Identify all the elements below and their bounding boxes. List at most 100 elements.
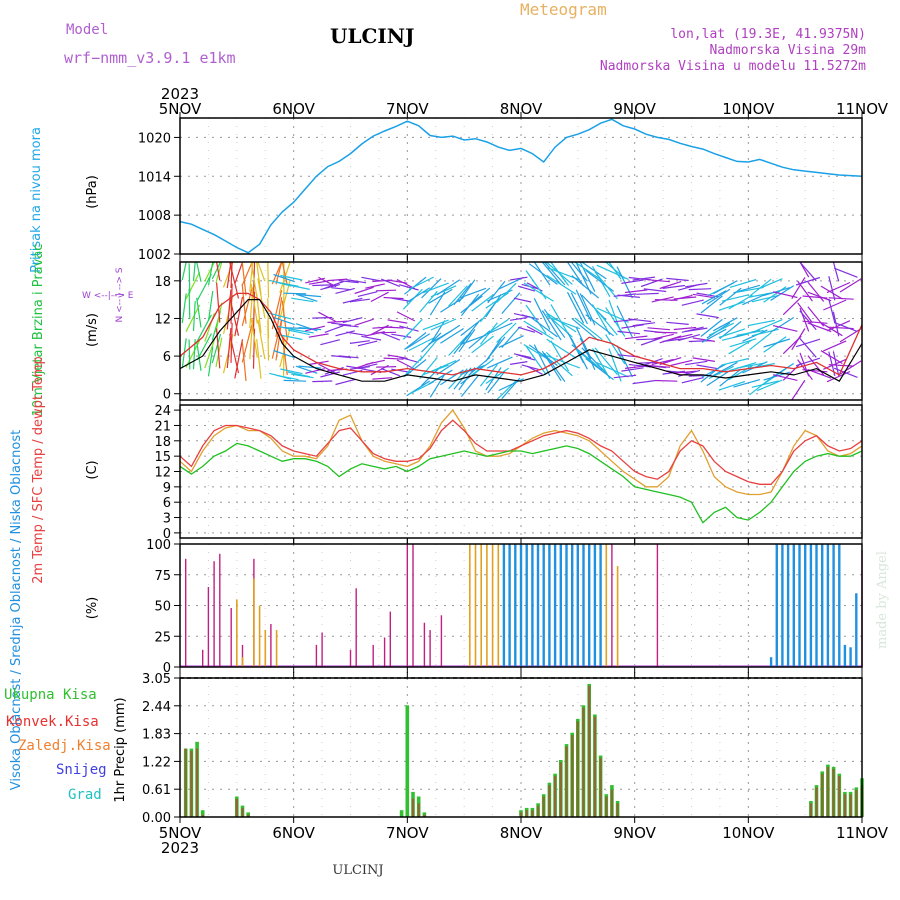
wind-vector: [396, 311, 416, 322]
pressure-ytick-label: 1002: [138, 248, 171, 263]
wind-vector: [342, 317, 363, 324]
wind-vector: [570, 292, 588, 325]
precip-conv-bar: [542, 796, 545, 817]
wind-vector: [807, 281, 825, 302]
precip-conv-bar: [195, 748, 199, 817]
wind-vector: [196, 341, 202, 371]
wind-vector: [685, 360, 708, 366]
top-day-label: 6NOV: [272, 100, 315, 118]
wind-vector: [234, 261, 244, 284]
wind-vector: [458, 279, 476, 303]
wind-vector: [729, 278, 757, 288]
wind-vector: [632, 276, 655, 281]
wind-vector: [772, 325, 798, 332]
wind-vector: [267, 320, 270, 361]
wind-vector: [833, 367, 858, 378]
wind-vector: [510, 316, 528, 321]
wind-vector: [832, 261, 840, 282]
wind-vector: [275, 297, 283, 337]
wind-vector: [654, 331, 678, 334]
wind-vector: [721, 294, 749, 302]
wind-vector: [320, 371, 340, 378]
wind-vector: [273, 273, 295, 283]
precip-conv-bar: [531, 810, 534, 817]
wind-vector: [807, 291, 832, 302]
wind-vector: [749, 332, 772, 351]
wind-vector: [581, 261, 607, 280]
wind-vector: [354, 286, 374, 295]
pressure-ytick-label: 1014: [138, 170, 171, 185]
wind-vector: [448, 335, 468, 357]
wind-vector: [706, 288, 731, 305]
wind-vector: [422, 282, 449, 294]
wind-vector: [185, 304, 201, 332]
precip-conv-bar: [235, 798, 238, 817]
wind-vector: [280, 368, 303, 375]
wind-vector: [428, 369, 453, 385]
wind-vector: [211, 261, 222, 280]
wind-vector: [380, 332, 401, 341]
wind-vector: [594, 271, 618, 300]
wind-vector: [188, 288, 191, 319]
wind-vector: [287, 329, 310, 336]
model-name: wrf−nmm_v3.9.1 e1km: [64, 49, 236, 67]
wind-vector: [181, 261, 187, 281]
wind-vector: [517, 285, 536, 292]
wind-vector: [460, 318, 483, 337]
wind-vector: [324, 325, 344, 333]
wind-vector: [567, 261, 585, 287]
wind-vector: [291, 297, 314, 303]
wind-vector: [279, 261, 291, 293]
wind-vector: [533, 298, 551, 330]
wind-vector: [234, 296, 244, 337]
wind-vector: [826, 281, 851, 294]
wind-vector: [791, 328, 806, 351]
wind-vector: [361, 276, 382, 282]
wind-vector: [528, 315, 558, 338]
top-day-label: 8NOV: [500, 100, 543, 118]
wind-vector: [839, 360, 862, 375]
wind-vector: [654, 379, 678, 382]
temp-ytick-label: 24: [154, 404, 171, 419]
wind-vector: [372, 377, 393, 380]
wind-vector: [271, 290, 283, 330]
wind-vector: [591, 348, 611, 380]
wind-vector: [383, 357, 404, 360]
wind-vector: [256, 293, 262, 334]
wind-vector: [795, 357, 821, 367]
wind-ytick-label: 0: [163, 388, 171, 403]
wind-vector: [574, 261, 603, 282]
wind-vector: [402, 318, 423, 340]
precip-conv-bar: [184, 748, 187, 817]
altitude-text: Nadmorska Visina 29m: [709, 43, 866, 58]
wind-vector: [713, 280, 738, 295]
wind-vector: [273, 316, 295, 326]
location-text: lon,lat (19.3E, 41.9375N): [670, 27, 866, 42]
wind-vector: [280, 334, 303, 341]
wind-vector: [666, 321, 689, 325]
wind-vector: [718, 328, 746, 339]
wind-vector: [701, 328, 727, 343]
wind-vector: [543, 352, 566, 382]
precip-legend-item: Ukupna Kisa: [4, 687, 97, 703]
precip-conv-bar: [815, 787, 818, 817]
wind-vector: [335, 378, 355, 386]
wind-vector: [575, 326, 592, 360]
station-title: ULCINJ: [330, 24, 415, 48]
wind-vector: [751, 294, 779, 303]
wind-vector: [770, 316, 795, 333]
wind-vector: [376, 289, 397, 292]
wind-vector: [617, 294, 640, 298]
wind-vector: [471, 335, 494, 354]
wind-vector: [756, 278, 783, 290]
wind-vector: [312, 380, 333, 383]
wind-vector: [204, 339, 215, 369]
wind-vector: [485, 293, 502, 318]
wind-vector: [828, 364, 854, 367]
wind-vector: [241, 341, 247, 381]
wind-vector: [673, 370, 697, 374]
wind-vector: [276, 281, 299, 287]
wind-vector: [763, 287, 791, 297]
